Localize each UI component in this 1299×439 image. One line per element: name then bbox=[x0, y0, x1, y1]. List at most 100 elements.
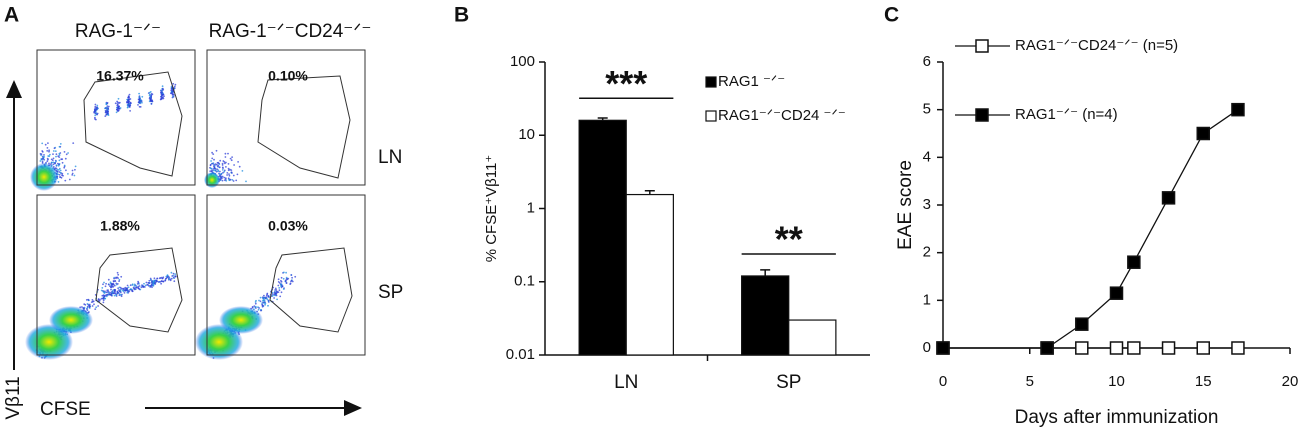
event bbox=[162, 93, 165, 96]
event bbox=[127, 286, 130, 289]
event bbox=[151, 286, 153, 289]
marker bbox=[1109, 286, 1124, 300]
event bbox=[150, 279, 153, 281]
event bbox=[285, 271, 287, 274]
marker bbox=[1040, 341, 1054, 355]
error-bar bbox=[760, 269, 771, 276]
event bbox=[283, 271, 285, 274]
event bbox=[258, 307, 260, 309]
bar bbox=[741, 275, 790, 356]
event bbox=[137, 101, 140, 104]
event bbox=[95, 306, 98, 309]
event bbox=[108, 293, 111, 296]
event bbox=[227, 152, 229, 155]
plot-frame bbox=[36, 49, 196, 186]
event bbox=[113, 277, 115, 280]
x-tick-label: 0 bbox=[939, 373, 947, 390]
x-tick-label: 20 bbox=[1282, 373, 1299, 390]
event bbox=[96, 112, 99, 115]
event bbox=[225, 161, 227, 164]
event bbox=[254, 305, 257, 308]
y-label: % CFSE⁺Vβ11⁺ bbox=[483, 155, 500, 263]
event bbox=[110, 294, 113, 296]
event bbox=[129, 284, 132, 287]
event bbox=[241, 170, 244, 172]
event bbox=[86, 303, 89, 305]
event bbox=[118, 293, 121, 296]
event bbox=[104, 297, 107, 300]
event bbox=[162, 88, 165, 91]
event bbox=[55, 153, 58, 156]
event bbox=[102, 294, 105, 297]
event bbox=[274, 287, 277, 290]
event bbox=[254, 302, 257, 305]
event bbox=[105, 113, 108, 116]
event bbox=[255, 299, 257, 302]
event bbox=[217, 161, 220, 164]
event bbox=[263, 294, 265, 297]
column-header: RAG-1⁻ᐟ⁻CD24⁻ᐟ⁻ bbox=[209, 21, 372, 42]
event bbox=[222, 171, 224, 174]
event bbox=[48, 150, 50, 153]
event bbox=[52, 161, 55, 164]
x-tick-label: 5 bbox=[1026, 373, 1034, 390]
event bbox=[171, 275, 174, 277]
event bbox=[115, 294, 118, 296]
marker bbox=[1109, 341, 1124, 355]
event bbox=[49, 153, 51, 156]
event bbox=[103, 291, 106, 294]
event bbox=[261, 304, 264, 307]
event bbox=[160, 280, 163, 282]
event bbox=[109, 291, 111, 294]
event bbox=[135, 286, 138, 289]
legend-label: RAG1 ⁻ᐟ⁻ bbox=[718, 73, 785, 90]
event bbox=[137, 285, 140, 288]
event bbox=[265, 296, 268, 298]
event bbox=[127, 96, 129, 99]
event bbox=[99, 299, 101, 301]
event bbox=[120, 275, 123, 278]
event bbox=[276, 298, 278, 301]
event bbox=[160, 282, 163, 285]
event-density bbox=[204, 172, 220, 188]
x-tick-label: LN bbox=[614, 372, 638, 393]
event bbox=[275, 294, 278, 297]
event bbox=[271, 295, 274, 297]
event bbox=[262, 299, 265, 302]
event bbox=[116, 283, 119, 285]
event bbox=[114, 290, 116, 293]
event bbox=[65, 169, 67, 172]
event bbox=[285, 279, 287, 282]
event bbox=[225, 166, 227, 168]
event bbox=[223, 176, 226, 179]
event bbox=[106, 294, 109, 296]
event bbox=[132, 286, 135, 289]
event bbox=[154, 279, 156, 282]
event bbox=[52, 157, 55, 160]
event bbox=[117, 287, 119, 290]
event bbox=[117, 101, 119, 104]
event bbox=[100, 297, 103, 300]
event bbox=[150, 283, 153, 286]
event bbox=[129, 102, 132, 104]
event bbox=[213, 158, 215, 161]
event bbox=[227, 177, 230, 180]
event bbox=[41, 151, 44, 153]
event bbox=[94, 110, 97, 112]
event bbox=[221, 162, 224, 165]
event bbox=[58, 159, 61, 162]
event bbox=[170, 92, 173, 95]
row-label: SP bbox=[378, 282, 403, 303]
event bbox=[154, 281, 157, 284]
event bbox=[81, 306, 83, 308]
event bbox=[58, 167, 61, 170]
event bbox=[123, 292, 126, 294]
event bbox=[245, 180, 247, 183]
gate-percentage: 16.37% bbox=[96, 68, 144, 84]
y-tick-label: 3 bbox=[923, 196, 931, 213]
event bbox=[259, 300, 262, 303]
event bbox=[231, 156, 234, 159]
event bbox=[61, 174, 63, 177]
event bbox=[119, 107, 122, 109]
event bbox=[294, 275, 297, 278]
